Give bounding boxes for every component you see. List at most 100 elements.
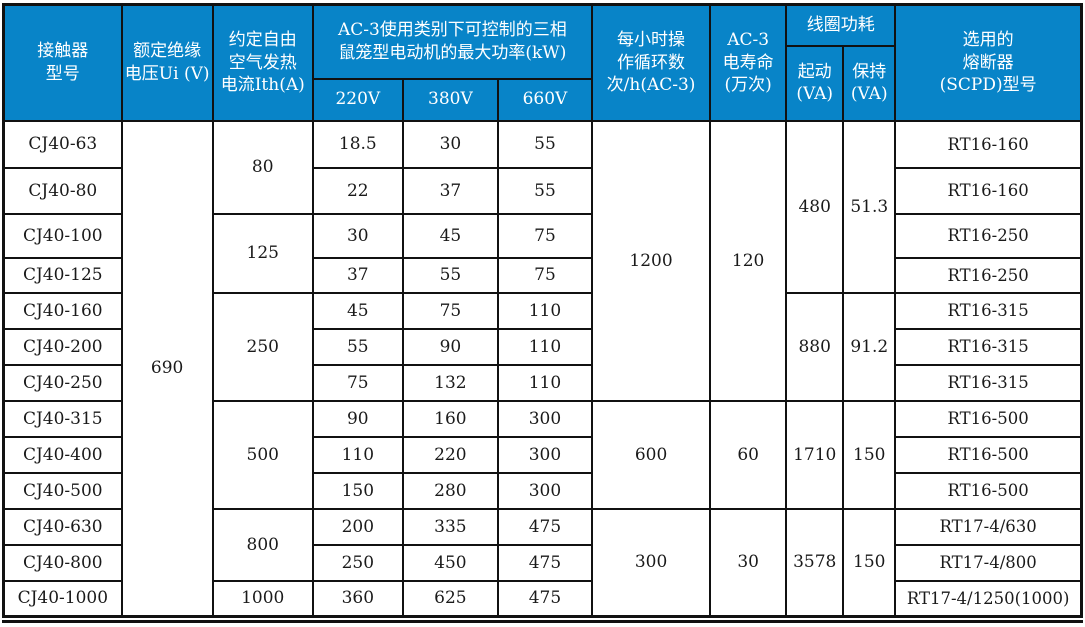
fuse-cell: RT17-4/630 [894,507,1083,546]
table-row: CJ40-400 110 220 300 RT16-500 [2,435,1083,474]
fuse-cell: RT16-500 [894,399,1083,438]
life-cell: 30 [709,507,788,618]
cycles-cell: 600 [590,399,712,510]
contactor-spec-table: 接触器 型号 额定绝缘 电压Ui (V) 约定自由 空气发热 电流Ith(A) … [2,3,1083,618]
fuse-cell: RT16-315 [894,291,1083,330]
power-220-cell: 37 [311,256,404,294]
coil-start-cell: 1710 [785,399,845,510]
fuse-cell: RT16-160 [894,166,1083,215]
fuse-cell: RT17-4/1250(1000) [894,579,1083,618]
power-380-cell: 220 [401,435,499,474]
table-row: CJ40-1000 1000 360 625 475 RT17-4/1250(1… [2,579,1083,618]
header-coil-start: 起动 (VA) [785,44,845,122]
coil-start-cell: 480 [785,119,845,294]
table-row: CJ40-800 250 450 475 RT17-4/800 [2,543,1083,582]
power-380-cell: 160 [401,399,499,438]
power-380-cell: 30 [401,119,499,169]
fuse-cell: RT16-250 [894,212,1083,259]
power-660-cell: 75 [496,256,594,294]
power-220-cell: 150 [311,471,404,510]
fuse-cell: RT16-315 [894,327,1083,366]
power-660-cell: 300 [496,471,594,510]
insulation-voltage-cell: 690 [120,119,214,618]
fuse-cell: RT16-250 [894,256,1083,294]
table-row: CJ40-250 75 132 110 RT16-315 [2,363,1083,402]
coil-start-cell: 3578 [785,507,845,618]
bottom-rule [2,620,1083,623]
power-380-cell: 625 [401,579,499,618]
power-660-cell: 55 [496,166,594,215]
ith-cell: 80 [211,119,314,215]
coil-start-cell: 880 [785,291,845,402]
power-220-cell: 55 [311,327,404,366]
power-660-cell: 475 [496,507,594,546]
table-row: CJ40-160 250 45 75 110 880 91.2 RT16-315 [2,291,1083,402]
coil-hold-cell: 150 [842,399,897,510]
ith-cell: 1000 [211,579,314,618]
power-220-cell: 30 [311,212,404,259]
fuse-cell: RT16-315 [894,363,1083,402]
power-380-cell: 335 [401,507,499,546]
power-380-cell: 280 [401,471,499,510]
ith-cell: 125 [211,212,314,294]
header-operating-cycles: 每小时操 作循环数 次/h(AC-3) [590,3,712,122]
model-cell: CJ40-250 [2,363,123,402]
power-660-cell: 75 [496,212,594,259]
table-body: CJ40-63 690 80 18.5 30 55 1200 120 480 5… [2,119,1083,618]
power-220-cell: 90 [311,399,404,438]
model-cell: CJ40-160 [2,291,123,330]
header-voltage-660: 660V [496,77,594,122]
model-cell: CJ40-1000 [2,579,123,618]
header-voltage-380: 380V [401,77,499,122]
coil-hold-cell: 150 [842,507,897,618]
power-660-cell: 110 [496,291,594,330]
table-row: CJ40-80 22 37 55 RT16-160 [2,166,1083,215]
model-cell: CJ40-315 [2,399,123,438]
model-cell: CJ40-400 [2,435,123,474]
power-220-cell: 22 [311,166,404,215]
header-thermal-current: 约定自由 空气发热 电流Ith(A) [211,3,314,122]
fuse-cell: RT16-500 [894,471,1083,510]
fuse-cell: RT16-160 [894,119,1083,169]
coil-hold-cell: 51.3 [842,119,897,294]
model-cell: CJ40-630 [2,507,123,546]
model-cell: CJ40-200 [2,327,123,366]
power-220-cell: 18.5 [311,119,404,169]
power-380-cell: 132 [401,363,499,402]
model-cell: CJ40-125 [2,256,123,294]
power-220-cell: 110 [311,435,404,474]
power-660-cell: 110 [496,363,594,402]
header-fuse-model: 选用的 熔断器 (SCPD)型号 [894,3,1083,122]
power-220-cell: 200 [311,507,404,546]
table-row: CJ40-125 37 55 75 RT16-250 [2,256,1083,294]
cycles-cell: 1200 [590,119,712,402]
fuse-cell: RT17-4/800 [894,543,1083,582]
power-380-cell: 75 [401,291,499,330]
power-380-cell: 90 [401,327,499,366]
header-coil-power-group: 线圈功耗 [785,3,897,47]
header-electrical-life: AC-3 电寿命 (万次) [709,3,788,122]
header-coil-hold: 保持 (VA) [842,44,897,122]
power-660-cell: 475 [496,579,594,618]
power-660-cell: 300 [496,435,594,474]
table-header: 接触器 型号 额定绝缘 电压Ui (V) 约定自由 空气发热 电流Ith(A) … [2,3,1083,122]
life-cell: 120 [709,119,788,402]
model-cell: CJ40-100 [2,212,123,259]
header-power-group: AC-3使用类别下可控制的三相 鼠笼型电动机的最大功率(kW) [311,3,594,80]
ith-cell: 250 [211,291,314,402]
power-220-cell: 360 [311,579,404,618]
power-380-cell: 37 [401,166,499,215]
table-row: CJ40-100 125 30 45 75 RT16-250 [2,212,1083,294]
power-220-cell: 75 [311,363,404,402]
header-contactor-model: 接触器 型号 [2,3,123,122]
power-220-cell: 45 [311,291,404,330]
power-380-cell: 45 [401,212,499,259]
table-row: CJ40-200 55 90 110 RT16-315 [2,327,1083,366]
power-380-cell: 55 [401,256,499,294]
power-660-cell: 110 [496,327,594,366]
model-cell: CJ40-63 [2,119,123,169]
model-cell: CJ40-80 [2,166,123,215]
table-row: CJ40-63 690 80 18.5 30 55 1200 120 480 5… [2,119,1083,618]
power-380-cell: 450 [401,543,499,582]
